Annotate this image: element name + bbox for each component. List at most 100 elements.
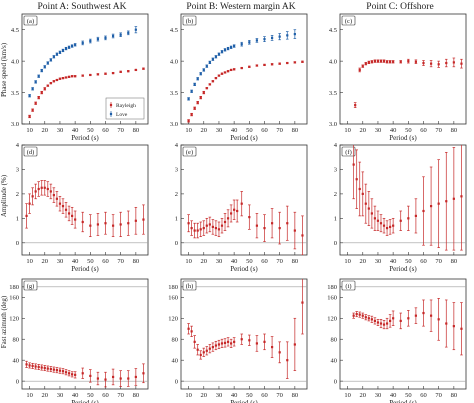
legend-marker: [109, 103, 113, 107]
data-point: [37, 96, 40, 99]
data-point: [248, 339, 251, 342]
data-point: [111, 375, 115, 379]
legend-box: [105, 97, 145, 120]
data-point: [452, 325, 455, 328]
x-axis-label: Period (s): [389, 134, 417, 142]
x-tick-label: 70: [117, 127, 124, 134]
x-tick-label: 80: [451, 258, 458, 265]
x-tick-label: 70: [435, 127, 442, 134]
data-point: [358, 187, 361, 191]
panel-c: 10 20 30 40 50 60 70 80 3.0 3.5 4.0 4.5 Period (s) (c…: [329, 13, 467, 142]
data-point: [370, 60, 373, 63]
x-tick-label: 40: [390, 258, 397, 265]
x-tick-label: 10: [185, 258, 192, 265]
data-point: [64, 47, 68, 50]
data-point: [248, 216, 251, 219]
data-point: [199, 72, 202, 75]
plot-frame: [180, 278, 308, 390]
x-tick-label: 60: [102, 258, 109, 265]
x-tick-label: 70: [276, 392, 283, 399]
data-point: [67, 372, 71, 375]
y-tick-label: 2: [16, 191, 19, 198]
x-tick-label: 80: [451, 392, 458, 399]
data-point: [382, 323, 386, 326]
data-point: [190, 227, 193, 230]
panel-label: (a): [27, 18, 34, 25]
data-point: [46, 187, 49, 191]
data-point: [370, 318, 373, 321]
data-point: [255, 39, 259, 42]
y-tick-label: 120: [327, 315, 337, 322]
data-point: [89, 224, 92, 227]
data-point: [373, 60, 377, 63]
data-point: [119, 223, 122, 226]
y-tick-label: 160: [9, 295, 19, 302]
y-tick-label: 4.0: [170, 58, 178, 65]
data-point: [96, 73, 100, 76]
panel-label-box: [182, 15, 197, 26]
data-point: [388, 319, 392, 323]
data-point: [34, 80, 37, 83]
data-point: [70, 44, 74, 48]
x-tick-label: 30: [375, 392, 382, 399]
data-point: [373, 319, 377, 323]
data-point: [217, 228, 221, 231]
panel-label-box: [341, 146, 356, 157]
x-tick-label: 50: [246, 127, 253, 134]
data-point: [96, 377, 100, 380]
data-point: [187, 119, 190, 122]
ylabel-fast-azimuth: Fast azimuth (deg): [0, 295, 8, 348]
data-point: [352, 163, 355, 166]
panel-label-box: [182, 280, 197, 291]
x-tick-label: 40: [72, 127, 79, 134]
data-points: [352, 145, 463, 251]
data-point: [236, 209, 239, 213]
panel-label: (f): [345, 149, 352, 156]
data-point: [399, 319, 402, 323]
data-point: [52, 80, 55, 83]
data-point: [193, 107, 196, 110]
data-point: [214, 77, 218, 80]
data-point: [445, 322, 448, 325]
data-point: [422, 209, 425, 213]
data-point: [358, 68, 361, 72]
data-points: [187, 29, 304, 123]
data-point: [142, 372, 145, 375]
y-tick-label: 80: [13, 336, 20, 343]
data-point: [367, 207, 370, 210]
y-tick-label: 3: [175, 167, 178, 174]
x-tick-label: 30: [375, 127, 382, 134]
data-point: [270, 63, 274, 66]
x-tick-label: 20: [360, 127, 367, 134]
data-point: [407, 317, 410, 320]
data-point: [226, 47, 230, 50]
data-point: [111, 224, 115, 227]
data-point: [220, 50, 224, 53]
data-point: [211, 58, 214, 61]
y-tick-label: 0: [16, 378, 19, 385]
x-tick-label: 70: [117, 258, 124, 265]
data-point: [414, 60, 418, 63]
data-point: [74, 373, 77, 376]
data-point: [43, 366, 46, 370]
data-point: [205, 349, 208, 352]
column-title-b: Point B: Western margin AK: [186, 2, 295, 12]
data-point: [255, 64, 259, 67]
data-points: [28, 26, 145, 119]
data-point: [70, 373, 74, 376]
data-point: [28, 115, 31, 118]
data-point: [31, 109, 34, 112]
panel-f: 10 20 30 40 50 60 70 80 0 1 2 3 4 Period (s) (f): [334, 142, 467, 273]
data-point: [55, 369, 59, 372]
panel-h: 10 20 30 40 50 60 70 80 0 40 80 120 160 180 Period (s)…: [168, 278, 308, 403]
x-tick-label: 70: [435, 392, 442, 399]
data-point: [96, 223, 100, 226]
data-point: [89, 73, 92, 77]
data-point: [208, 347, 211, 350]
y-tick-label: 4.0: [11, 58, 19, 65]
data-point: [220, 224, 224, 227]
x-tick-label: 60: [261, 258, 268, 265]
data-point: [407, 60, 410, 63]
panel-label: (c): [345, 18, 352, 25]
